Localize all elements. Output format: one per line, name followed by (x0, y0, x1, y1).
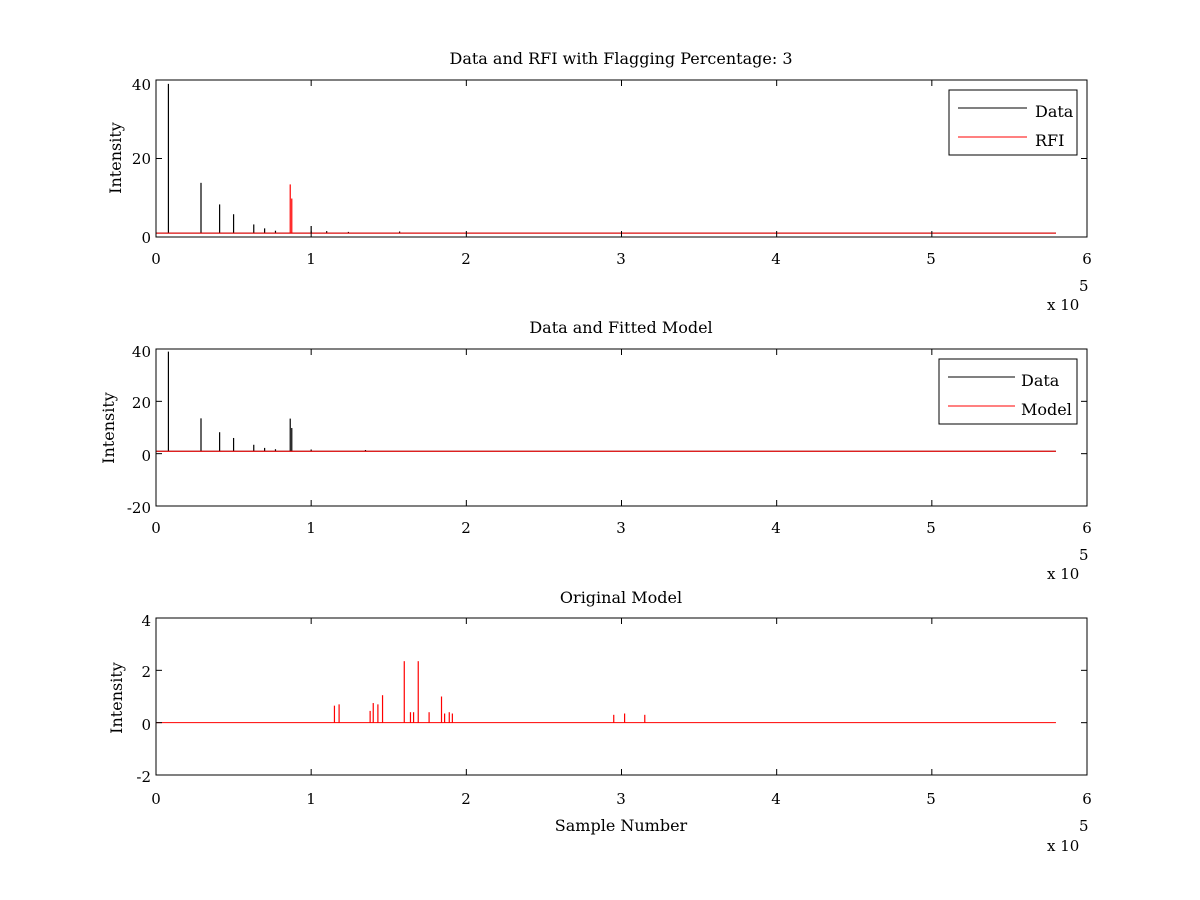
panel-2-ytick-label-neg20: -20 (127, 499, 151, 517)
panel-1-x-multiplier-exponent: 5 (1079, 277, 1089, 295)
panel-3-ytick-label-4: 4 (141, 612, 151, 630)
panel-3-xtick-label-6: 6 (1082, 790, 1092, 808)
panel-2-xtick-label-2: 2 (461, 519, 471, 537)
panel-2-xtick-label-6: 6 (1082, 519, 1092, 537)
panel-3-ytick-label-2: 2 (141, 663, 151, 681)
panel-2-plot-area (156, 349, 1087, 506)
panel-3-xtick-label-0: 0 (151, 790, 161, 808)
panel-3-ytick-label-0: 0 (141, 716, 151, 734)
panel-2-xtick-label-4: 4 (771, 519, 781, 537)
panel-1-xtick-label-4: 4 (771, 250, 781, 268)
panel-1-ytick-label-40: 40 (132, 76, 151, 94)
panel-1-legend-label-rfi: RFI (1035, 131, 1064, 150)
panel-2-xtick-label-5: 5 (926, 519, 936, 537)
panel-3-title: Original Model (560, 588, 682, 607)
panel-3-xtick-label-3: 3 (616, 790, 626, 808)
panel-1-xtick-label-1: 1 (306, 250, 316, 268)
panel-1-legend-box (948, 89, 1078, 156)
panel-3-xtick-label-2: 2 (461, 790, 471, 808)
panel-1-legend-label-data: Data (1035, 102, 1074, 121)
panel-3-x-multiplier: x 10 (1047, 837, 1079, 855)
panel-1-ticks (155, 79, 1088, 238)
panel-1-title: Data and RFI with Flagging Percentage: 3 (449, 49, 792, 68)
panel-1-legend: Data RFI (948, 89, 1078, 156)
panel-2: Data and Fitted Model Intensity 40 20 0 … (99, 318, 1092, 583)
panel-3-ylabel: Intensity (107, 662, 126, 734)
panel-3-x-multiplier-exponent: 5 (1079, 817, 1089, 835)
panel-1-xtick-label-0: 0 (151, 250, 161, 268)
panel-3-xtick-label-4: 4 (771, 790, 781, 808)
panel-1-ylabel: Intensity (106, 122, 125, 194)
panel-2-xtick-label-3: 3 (616, 519, 626, 537)
panel-3-ytick-label-neg2: -2 (136, 768, 151, 786)
panel-3-ticks (155, 617, 1088, 776)
panel-2-legend-label-model: Model (1021, 400, 1072, 419)
panel-1-xtick-label-6: 6 (1082, 250, 1092, 268)
panel-2-xtick-label-1: 1 (306, 519, 316, 537)
panel-1-ytick-label-20: 20 (132, 150, 151, 168)
panel-1-plot-area (156, 80, 1087, 237)
panel-2-series-group (156, 351, 1056, 452)
panel-3: Original Model Intensity 4 2 0 -2 0 1 2 … (107, 588, 1092, 855)
panel-1-xtick-label-5: 5 (926, 250, 936, 268)
panel-3-xtick-label-5: 5 (926, 790, 936, 808)
panel-2-legend-label-data: Data (1021, 371, 1060, 390)
panel-1-ytick-label-0: 0 (141, 229, 151, 247)
panel-2-ylabel: Intensity (99, 392, 118, 464)
panel-2-legend: Data Model (938, 358, 1078, 425)
panel-1-xtick-label-3: 3 (616, 250, 626, 268)
panel-1: Data and RFI with Flagging Percentage: 3… (106, 49, 1092, 314)
panel-1-x-multiplier: x 10 (1047, 296, 1079, 314)
panel-3-plot-area (156, 618, 1087, 775)
panel-2-ticks (155, 348, 1088, 507)
panel-3-series-group (156, 661, 1056, 724)
panel-2-x-multiplier: x 10 (1047, 565, 1079, 583)
panel-3-xtick-label-1: 1 (306, 790, 316, 808)
panel-2-ytick-label-40: 40 (132, 343, 151, 361)
panel-3-xlabel: Sample Number (555, 816, 688, 835)
panel-2-ytick-label-0: 0 (141, 447, 151, 465)
panel-2-legend-box (938, 358, 1078, 425)
panel-2-title: Data and Fitted Model (529, 318, 712, 337)
panel-2-x-multiplier-exponent: 5 (1079, 546, 1089, 564)
panel-1-series-group (156, 83, 1056, 234)
panel-1-xtick-label-2: 2 (461, 250, 471, 268)
panel-2-ytick-label-20: 20 (132, 394, 151, 412)
panel-2-xtick-label-0: 0 (151, 519, 161, 537)
